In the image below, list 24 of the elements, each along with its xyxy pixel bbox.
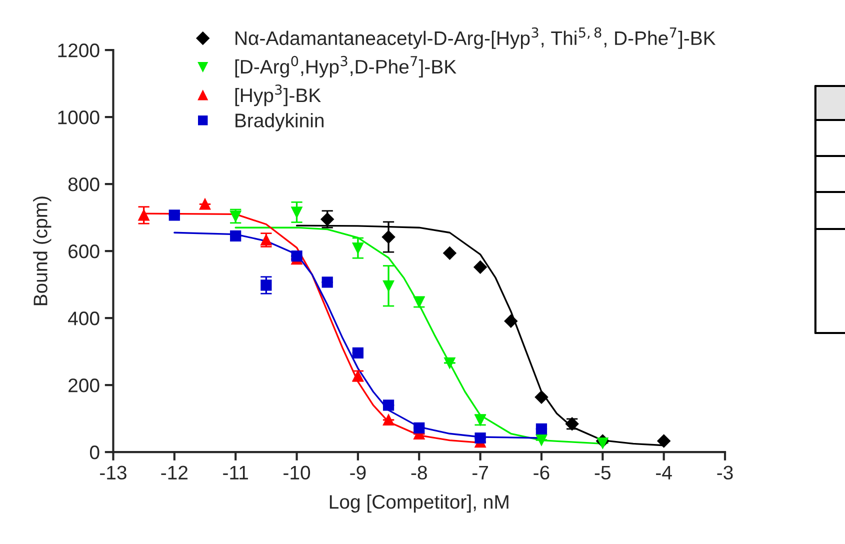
- y-tick-label: 600: [68, 244, 100, 258]
- y-tick-label: 200: [68, 378, 100, 392]
- x-tick-label: -6: [534, 466, 550, 480]
- y-tick-label: 400: [68, 312, 100, 326]
- legend-label: Bradykinin: [236, 113, 324, 132]
- x-axis-title: Log [Competitor], nM: [330, 494, 508, 513]
- x-tick-label: -5: [594, 466, 610, 480]
- x-tick-label: -12: [161, 466, 188, 480]
- x-tick-label: -10: [284, 466, 310, 480]
- y-tick-label: 800: [68, 178, 100, 192]
- x-tick-label: -9: [350, 466, 366, 480]
- x-tick-label: -7: [472, 466, 488, 480]
- x-tick-label: -3: [717, 466, 733, 480]
- y-axis-title: Bound (cpm): [33, 196, 52, 306]
- y-tick-label: 0: [90, 446, 100, 460]
- y-tick-label: 1000: [58, 110, 100, 124]
- x-tick-label: -13: [100, 466, 126, 480]
- x-tick-label: -4: [656, 466, 672, 480]
- legend-label: [Hyp$^{3}$]-BK: [235, 84, 321, 106]
- x-tick-label: -8: [411, 466, 427, 480]
- x-tick-label: -11: [223, 466, 248, 480]
- legend-label: [D-Arg$^{0}$,Hyp$^{3}$,D-Phe$^{7}$]-BK: [235, 56, 456, 78]
- y-tick-label: 1200: [58, 44, 100, 58]
- legend-label: Nα-Adamantaneacetyl-D-Arg-[Hyp$^{3}$, Thi$^{5,8}$, D-Phe$^{7}$]-BK: [236, 27, 716, 49]
